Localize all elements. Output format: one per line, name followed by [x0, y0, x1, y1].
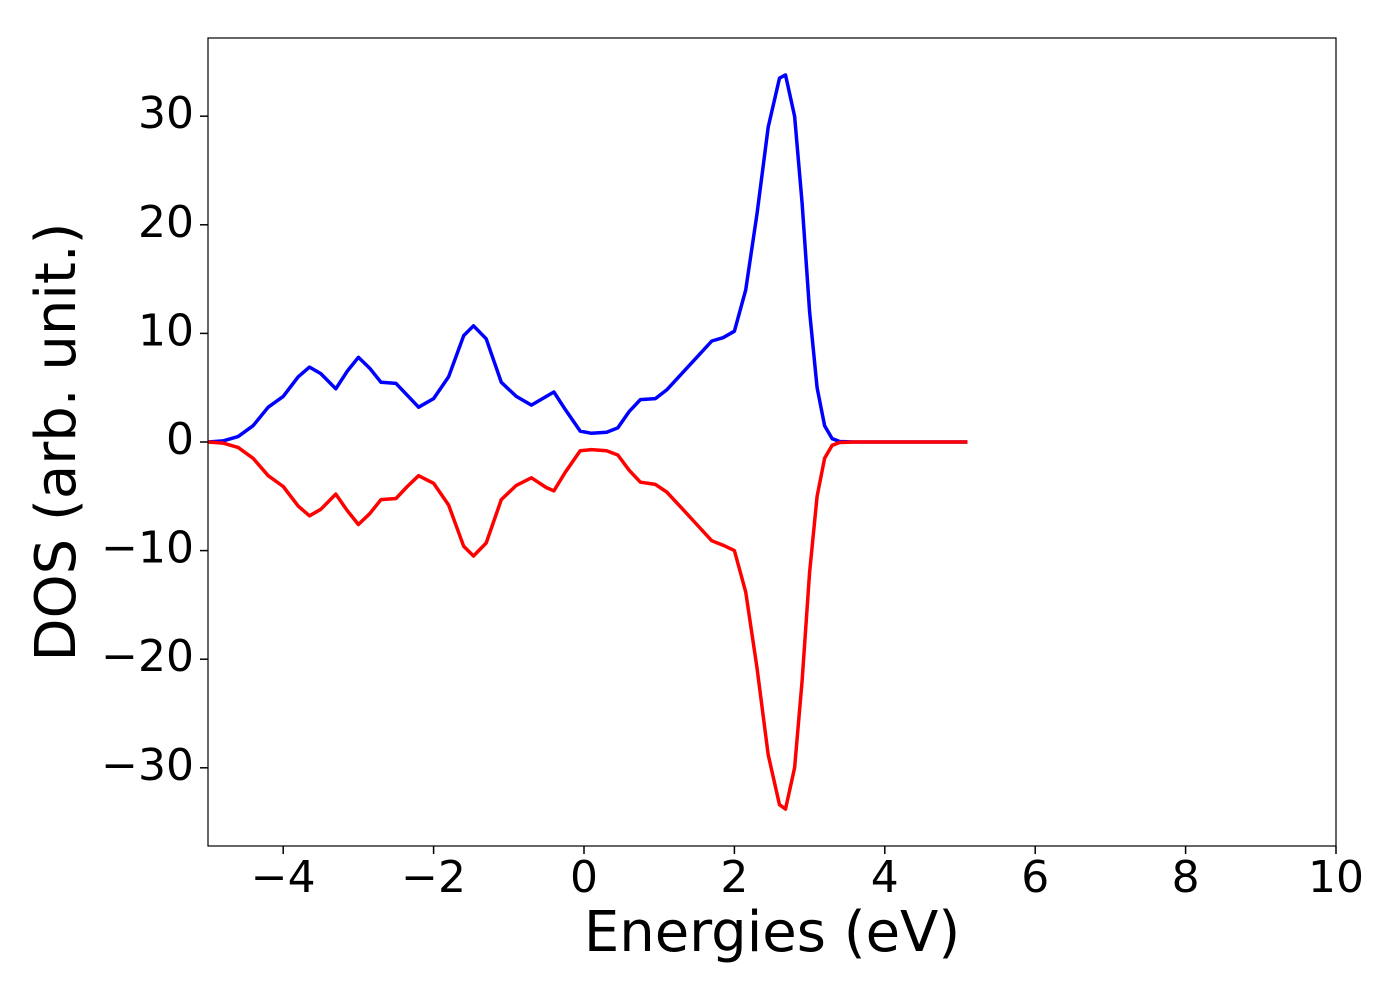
y-axis-label: DOS (arb. unit.)	[24, 222, 89, 661]
x-tick-label: 0	[570, 852, 598, 903]
y-tick-label: −30	[101, 740, 194, 791]
x-tick-label: 6	[1021, 852, 1049, 903]
plot-frame	[207, 37, 1337, 847]
y-tick-label: 20	[138, 197, 194, 248]
x-tick-label: 8	[1172, 852, 1200, 903]
y-tick-label: 30	[138, 88, 194, 139]
y-tick-label: 0	[166, 414, 194, 465]
y-tick-label: −20	[101, 631, 194, 682]
x-tick-label: −4	[251, 852, 316, 903]
x-tick-label: 10	[1308, 852, 1364, 903]
y-tick-label: −10	[101, 523, 194, 574]
x-tick-label: 4	[871, 852, 899, 903]
line	[207, 73, 968, 444]
y-tick-label: 10	[138, 305, 194, 356]
x-axis-label: Energies (eV)	[584, 900, 960, 965]
x-tick-label: 2	[720, 852, 748, 903]
line	[207, 440, 968, 811]
x-tick-label: −2	[401, 852, 466, 903]
